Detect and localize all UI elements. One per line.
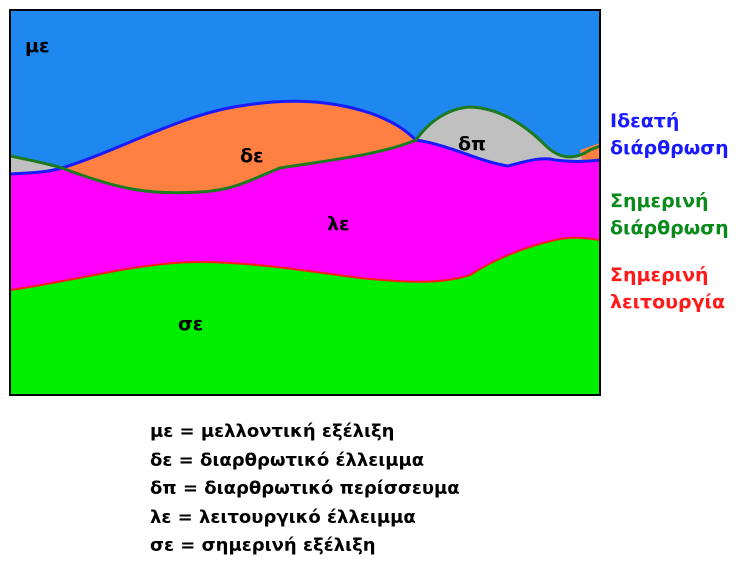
current-structure-label-line2: διάρθρωση: [610, 217, 729, 239]
region-label-me: με: [25, 35, 50, 57]
structural-deficit-area: [62, 101, 416, 193]
ideal-structure-line: [10, 99, 600, 176]
current-function-label-line2: λειτουργία: [610, 291, 726, 313]
current-structure-label: Σημερινή διάρθρωση: [610, 188, 729, 242]
region-label-oe: σε: [178, 313, 203, 335]
current-function-line: [10, 236, 600, 291]
diagram-frame: [9, 9, 601, 396]
current-evolution-area: [10, 237, 600, 395]
legend-item-le: λε = λειτουργικό έλλειμμα: [150, 506, 416, 528]
legend: με = μελλοντική εξέλιξη δε = διαρθρωτικό…: [150, 418, 460, 561]
legend-item-de: δε = διαρθρωτικό έλλειμμα: [150, 449, 425, 471]
legend-item-me: με = μελλοντική εξέλιξη: [150, 421, 395, 442]
legend-item-dp: δπ = διαρθρωτικό περίσσευμα: [150, 478, 460, 499]
ideal-structure-label: Ιδεατή διάρθρωση: [610, 108, 729, 162]
current-function-label: Σημερινή λειτουργία: [610, 262, 725, 316]
current-function-label-line1: Σημερινή: [610, 264, 709, 286]
functional-deficit-area: [10, 140, 600, 290]
current-structure-line: [10, 105, 600, 195]
current-structure-label-line1: Σημερινή: [610, 190, 709, 212]
region-label-dp: δπ: [458, 133, 486, 155]
legend-item-oe: σε = σημερινή εξέλιξη: [150, 535, 376, 556]
region-label-le: λε: [327, 213, 350, 235]
region-label-de: δε: [240, 145, 264, 167]
ideal-structure-label-line2: διάρθρωση: [610, 137, 729, 159]
ideal-structure-label-line1: Ιδεατή: [610, 110, 680, 132]
